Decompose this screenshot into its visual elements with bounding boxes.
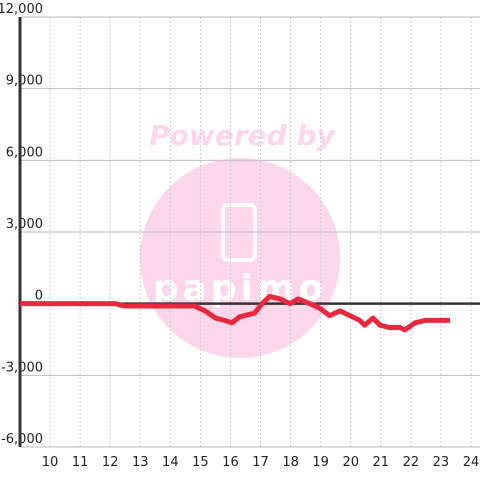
y-tick-label: 12,000: [0, 2, 43, 17]
x-tick-label: 21: [373, 455, 390, 470]
x-tick-label: 17: [252, 455, 269, 470]
x-tick-label: 24: [463, 455, 480, 470]
y-tick-label: 9,000: [6, 74, 43, 89]
y-tick-label: 0: [35, 289, 43, 304]
x-tick-label: 16: [222, 455, 239, 470]
x-tick-label: 13: [132, 455, 149, 470]
data-line: [20, 294, 450, 333]
x-tick-label: 12: [102, 455, 119, 470]
y-tick-label: 6,000: [6, 145, 43, 160]
x-tick-label: 22: [403, 455, 420, 470]
x-tick-label: 20: [342, 455, 359, 470]
x-tick-label: 10: [42, 455, 59, 470]
y-tick-label: -6,000: [1, 432, 43, 447]
x-tick-label: 19: [312, 455, 329, 470]
x-tick-label: 11: [72, 455, 89, 470]
y-tick-label: -3,000: [1, 360, 43, 375]
x-tick-label: 15: [192, 455, 209, 470]
watermark-text: Powered by: [149, 119, 336, 152]
x-tick-label: 14: [162, 455, 179, 470]
y-tick-label: 3,000: [6, 217, 43, 232]
x-tick-label: 23: [433, 455, 450, 470]
x-tick-label: 18: [282, 455, 299, 470]
